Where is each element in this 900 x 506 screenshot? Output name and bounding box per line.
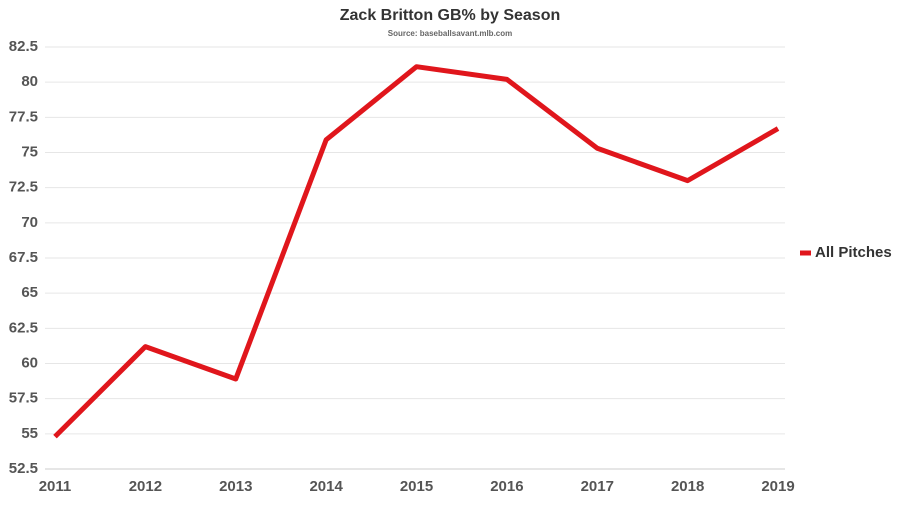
- legend-label: All Pitches: [815, 244, 892, 261]
- y-tick-label: 52.5: [9, 460, 38, 477]
- x-tick-label: 2011: [39, 478, 72, 495]
- x-tick-label: 2017: [581, 478, 614, 495]
- chart-title: Zack Britton GB% by Season: [340, 7, 561, 24]
- x-tick-label: 2014: [309, 478, 343, 495]
- y-tick-label: 72.5: [9, 179, 38, 196]
- x-tick-label: 2013: [219, 478, 252, 495]
- y-tick-label: 65: [21, 284, 38, 301]
- x-tick-label: 2018: [671, 478, 704, 495]
- x-tick-label: 2012: [129, 478, 162, 495]
- y-tick-label: 82.5: [9, 38, 38, 55]
- data-line: [53, 64, 780, 439]
- x-tick-label: 2015: [400, 478, 433, 495]
- x-tick-label: 2016: [490, 478, 523, 495]
- y-tick-label: 55: [21, 425, 38, 442]
- y-tick-label: 60: [21, 354, 38, 371]
- y-tick-label: 57.5: [9, 390, 38, 407]
- y-tick-label: 62.5: [9, 319, 38, 336]
- y-tick-label: 70: [21, 214, 38, 231]
- y-tick-label: 67.5: [9, 249, 38, 266]
- x-tick-label: 2019: [761, 478, 794, 495]
- y-tick-label: 75: [21, 143, 38, 160]
- y-tick-label: 77.5: [9, 108, 38, 125]
- y-tick-label: 80: [21, 73, 38, 90]
- chart-subtitle: Source: baseballsavant.mlb.com: [388, 29, 513, 38]
